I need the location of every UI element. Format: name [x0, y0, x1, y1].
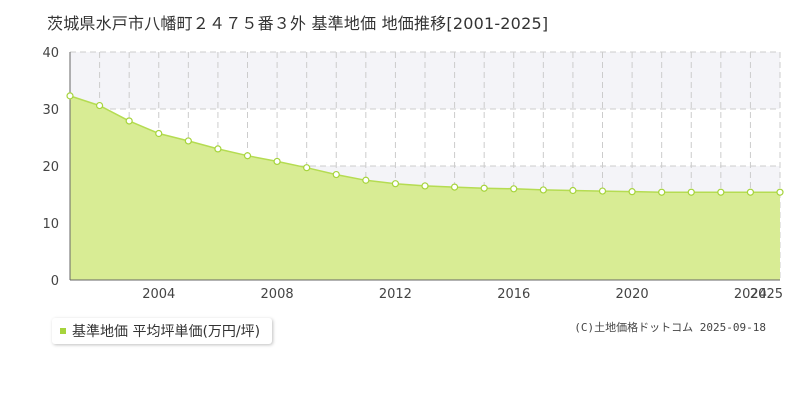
data-point	[243, 152, 252, 160]
data-markers	[66, 92, 784, 196]
y-tick-label: 40	[42, 46, 59, 61]
data-point	[391, 180, 400, 188]
x-tick-label: 2016	[497, 287, 530, 302]
data-point	[450, 183, 459, 191]
data-point	[776, 188, 784, 196]
y-tick-label: 10	[42, 217, 59, 232]
data-point	[717, 188, 725, 196]
data-point	[95, 101, 104, 110]
data-point	[480, 184, 488, 192]
x-tick-label: 2025	[750, 287, 783, 302]
data-point	[303, 164, 311, 172]
data-point	[421, 182, 429, 190]
y-tick-label: 0	[51, 274, 59, 289]
data-point	[539, 186, 547, 194]
copyright-text: (C)土地価格ドットコム 2025-09-18	[574, 321, 766, 334]
legend-label: 基準地価 平均坪単価(万円/坪)	[72, 324, 261, 340]
data-point	[125, 117, 133, 125]
x-tick-label: 2024	[734, 287, 767, 302]
data-point	[273, 157, 281, 166]
x-tick-label: 2020	[616, 287, 649, 302]
y-tick-label: 30	[42, 103, 59, 118]
data-point	[66, 92, 74, 100]
data-point	[687, 188, 695, 196]
data-point	[746, 188, 755, 196]
axes	[69, 52, 780, 281]
data-point	[155, 129, 163, 138]
x-tick-label: 2008	[261, 287, 294, 302]
chart-title: 茨城県水戸市八幡町２４７５番３外 基準地価 地価推移[2001-2025]	[47, 14, 549, 33]
data-point	[569, 186, 577, 195]
y-tick-label: 20	[42, 160, 59, 175]
data-point	[214, 145, 222, 153]
data-point	[184, 137, 192, 145]
data-point	[362, 176, 370, 184]
data-point	[332, 170, 340, 179]
data-point	[628, 188, 636, 196]
x-tick-label: 2012	[379, 287, 412, 302]
data-point	[598, 187, 607, 195]
plot-band	[70, 52, 780, 109]
x-tick-label: 2004	[142, 287, 175, 302]
data-point	[658, 188, 666, 196]
data-point	[510, 185, 518, 193]
legend: 基準地価 平均坪単価(万円/坪)	[52, 318, 273, 344]
legend-swatch	[60, 328, 66, 334]
